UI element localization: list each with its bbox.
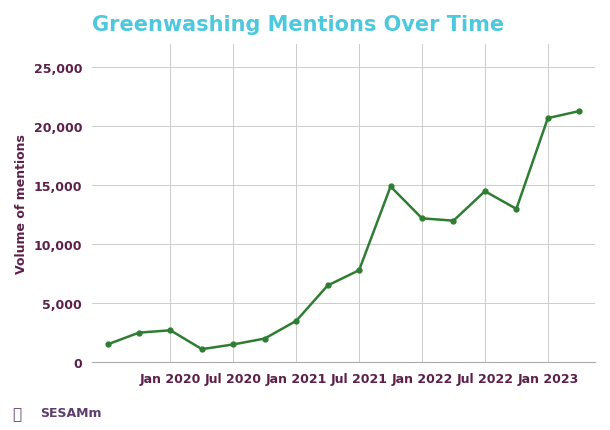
Text: 🌿: 🌿 <box>12 406 21 421</box>
Text: SESAMm: SESAMm <box>40 406 101 419</box>
Y-axis label: Volume of mentions: Volume of mentions <box>15 134 28 273</box>
Text: Greenwashing Mentions Over Time: Greenwashing Mentions Over Time <box>92 15 504 35</box>
